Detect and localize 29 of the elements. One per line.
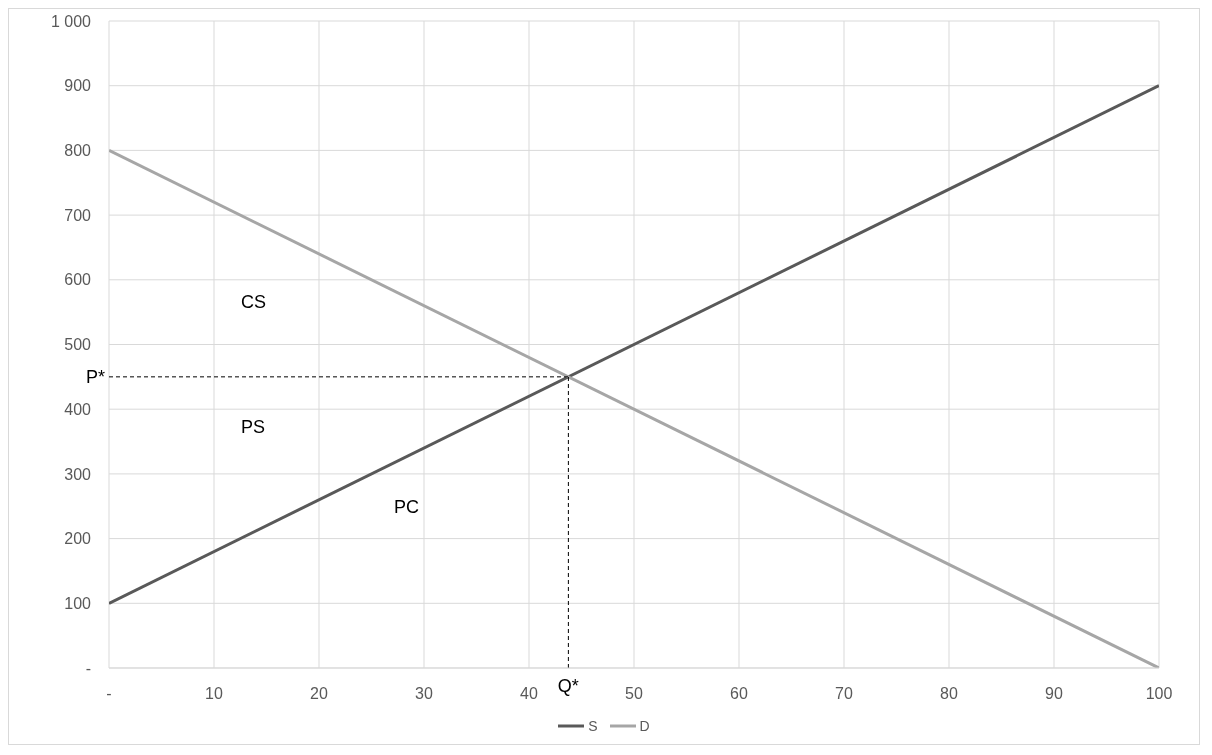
annotation: PS — [241, 417, 266, 438]
y-tick-label: 1 000 — [50, 12, 92, 30]
x-tick-label: 40 — [520, 685, 538, 703]
y-tick-label: 900 — [64, 77, 92, 95]
ref-line-label: Q* — [557, 676, 579, 696]
x-tick-label: 10 — [205, 685, 223, 703]
y-tick-label: 700 — [64, 206, 92, 224]
legend-label: S — [588, 718, 598, 734]
x-tick-label: 90 — [1045, 685, 1063, 703]
legend-label: D — [639, 718, 650, 734]
x-tick-label: 60 — [730, 685, 748, 703]
ref-line-label: P* — [85, 366, 105, 387]
x-tick-label: 80 — [940, 685, 958, 703]
annotation: PC — [394, 497, 420, 518]
x-tick-label: 70 — [835, 685, 853, 703]
y-tick-label: 300 — [64, 465, 92, 483]
y-tick-label: - — [85, 659, 91, 677]
y-tick-label: 600 — [64, 271, 92, 289]
y-tick-label: 800 — [64, 142, 92, 160]
x-tick-label: 50 — [625, 685, 643, 703]
x-tick-label: 30 — [415, 685, 433, 703]
y-tick-label: 200 — [64, 530, 92, 548]
annotation: CS — [241, 292, 267, 313]
x-tick-label: - — [106, 685, 112, 703]
y-tick-label: 100 — [64, 594, 92, 612]
y-tick-label: 500 — [64, 336, 92, 354]
x-tick-label: 20 — [310, 685, 328, 703]
x-tick-label: 100 — [1145, 685, 1173, 703]
y-tick-label: 400 — [64, 400, 92, 418]
